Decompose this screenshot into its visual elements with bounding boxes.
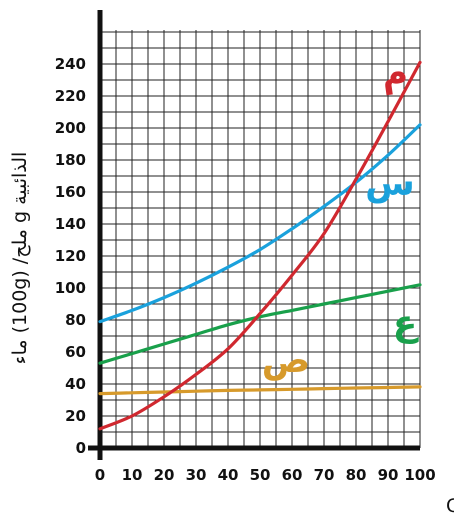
series-label: س — [365, 163, 415, 204]
x-tick-label: 50 — [250, 466, 271, 484]
y-tick-label: 160 — [55, 183, 86, 201]
x-tick-label: 30 — [186, 466, 207, 484]
series-line — [98, 123, 422, 324]
x-axis-title: درجة الحرارة °C — [446, 495, 454, 517]
series-label: م — [378, 51, 410, 95]
series-lines — [98, 60, 422, 431]
y-tick-label: 240 — [55, 55, 86, 73]
x-tick-label: 100 — [404, 466, 435, 484]
x-tick-label: 80 — [346, 466, 367, 484]
y-tick-label: 40 — [65, 375, 86, 393]
series-line — [98, 283, 422, 365]
y-tick-label: 140 — [55, 215, 86, 233]
y-tick-label: 20 — [65, 407, 86, 425]
x-tick-label: 0 — [95, 466, 105, 484]
y-tick-label: 0 — [76, 439, 86, 457]
y-tick-label: 100 — [55, 279, 86, 297]
x-tick-label: 20 — [154, 466, 175, 484]
series-label: ع — [393, 303, 419, 344]
y-tick-label: 180 — [55, 151, 86, 169]
y-tick-labels: 0 20 40 60 80 100 120 140 160 180 200 220 240 — [55, 55, 86, 457]
axes — [88, 10, 420, 460]
y-tick-label: 220 — [55, 87, 86, 105]
x-tick-label: 60 — [282, 466, 303, 484]
x-tick-label: 40 — [218, 466, 239, 484]
series-labels: م س ع ص — [262, 51, 419, 381]
y-tick-label: 120 — [55, 247, 86, 265]
y-tick-label: 80 — [65, 311, 86, 329]
x-tick-label: 10 — [122, 466, 143, 484]
y-tick-label: 60 — [65, 343, 86, 361]
x-tick-labels: 0 10 20 30 40 50 60 70 80 90 100 — [95, 466, 436, 484]
x-tick-label: 70 — [314, 466, 335, 484]
series-line — [98, 60, 422, 431]
grid — [100, 30, 421, 448]
y-tick-label: 200 — [55, 119, 86, 137]
x-tick-label: 90 — [378, 466, 399, 484]
y-axis-title: الذائبية g ملح/ (100g) ماء — [9, 152, 31, 365]
series-line — [98, 385, 422, 396]
series-label: ص — [262, 340, 310, 381]
